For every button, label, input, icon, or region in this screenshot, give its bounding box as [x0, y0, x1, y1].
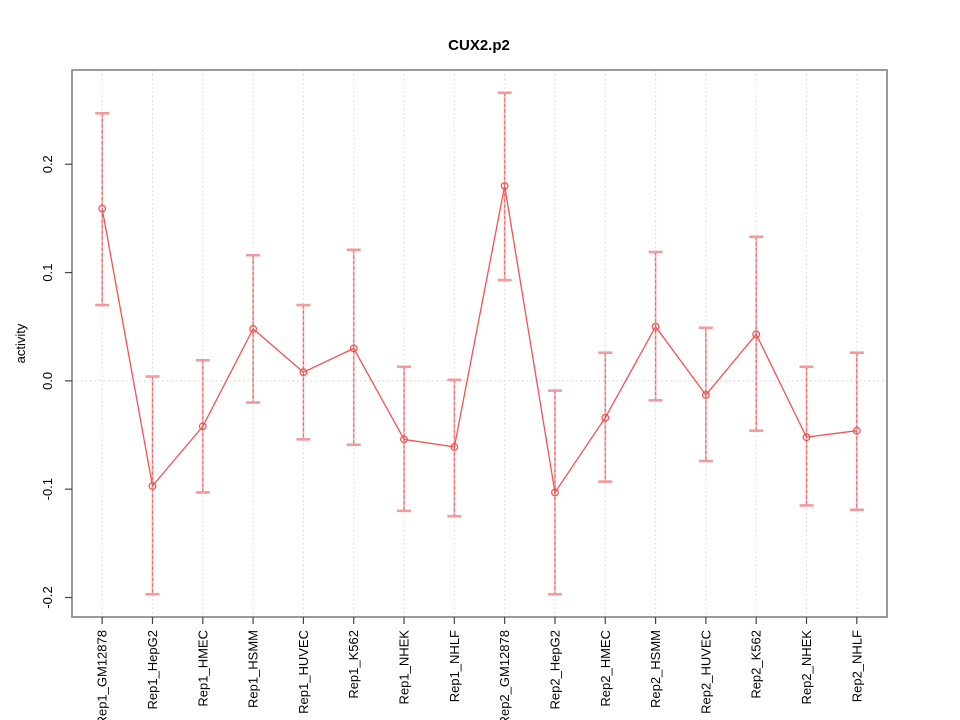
y-tick-label: 0.2 — [40, 155, 55, 173]
data-point — [299, 368, 308, 377]
data-point — [98, 204, 107, 213]
x-tick-label: Rep1_HepG2 — [145, 630, 160, 710]
series-line — [101, 185, 857, 495]
x-tick-label: Rep2_NHLF — [849, 630, 864, 702]
data-point — [349, 344, 358, 353]
y-tick-label: -0.1 — [40, 478, 55, 500]
data-point — [249, 324, 258, 333]
data-point — [500, 181, 509, 190]
x-tick-label: Rep2_HSMM — [648, 630, 663, 708]
x-tick-label: Rep2_HepG2 — [547, 630, 562, 710]
data-point — [651, 322, 660, 331]
x-tick-label: Rep1_K562 — [346, 630, 361, 699]
data-point — [802, 433, 811, 442]
data-point — [752, 330, 761, 339]
x-tick-label: Rep2_GM12878 — [497, 630, 512, 720]
data-point — [551, 488, 559, 497]
plot-layer: -0.2 -0.1 0.0 0.1 0.2 Rep1_GM12878 Rep1_HepG2 R… — [40, 69, 888, 720]
data-point — [400, 435, 408, 444]
y-tick-label: -0.2 — [40, 586, 55, 608]
x-tick-label: Rep2_HUVEC — [698, 630, 713, 714]
data-point — [601, 413, 610, 422]
data-point — [148, 482, 157, 490]
x-tick-label: Rep1_GM12878 — [95, 630, 110, 720]
x-tick-label: Rep2_HMEC — [598, 630, 613, 707]
y-tick-label: 0.1 — [40, 264, 55, 282]
data-point — [450, 443, 459, 451]
x-tick-label: Rep2_NHEK — [799, 630, 814, 705]
chart-title: CUX2.p2 — [448, 37, 510, 54]
x-tick-label: Rep1_HSMM — [246, 630, 261, 708]
y-tick-label: 0.0 — [40, 372, 55, 390]
y-axis-title: activity — [13, 323, 28, 363]
data-point — [198, 422, 207, 431]
x-tick-label: Rep1_HUVEC — [296, 630, 311, 714]
plot-border — [71, 69, 888, 618]
x-tick-label: Rep1_NHLF — [447, 630, 462, 702]
data-point — [852, 426, 861, 435]
x-tick-label: Rep2_K562 — [749, 630, 764, 699]
x-tick-label: Rep1_NHEK — [397, 630, 412, 705]
data-point — [701, 391, 710, 399]
x-tick-label: Rep1_HMEC — [195, 630, 210, 707]
